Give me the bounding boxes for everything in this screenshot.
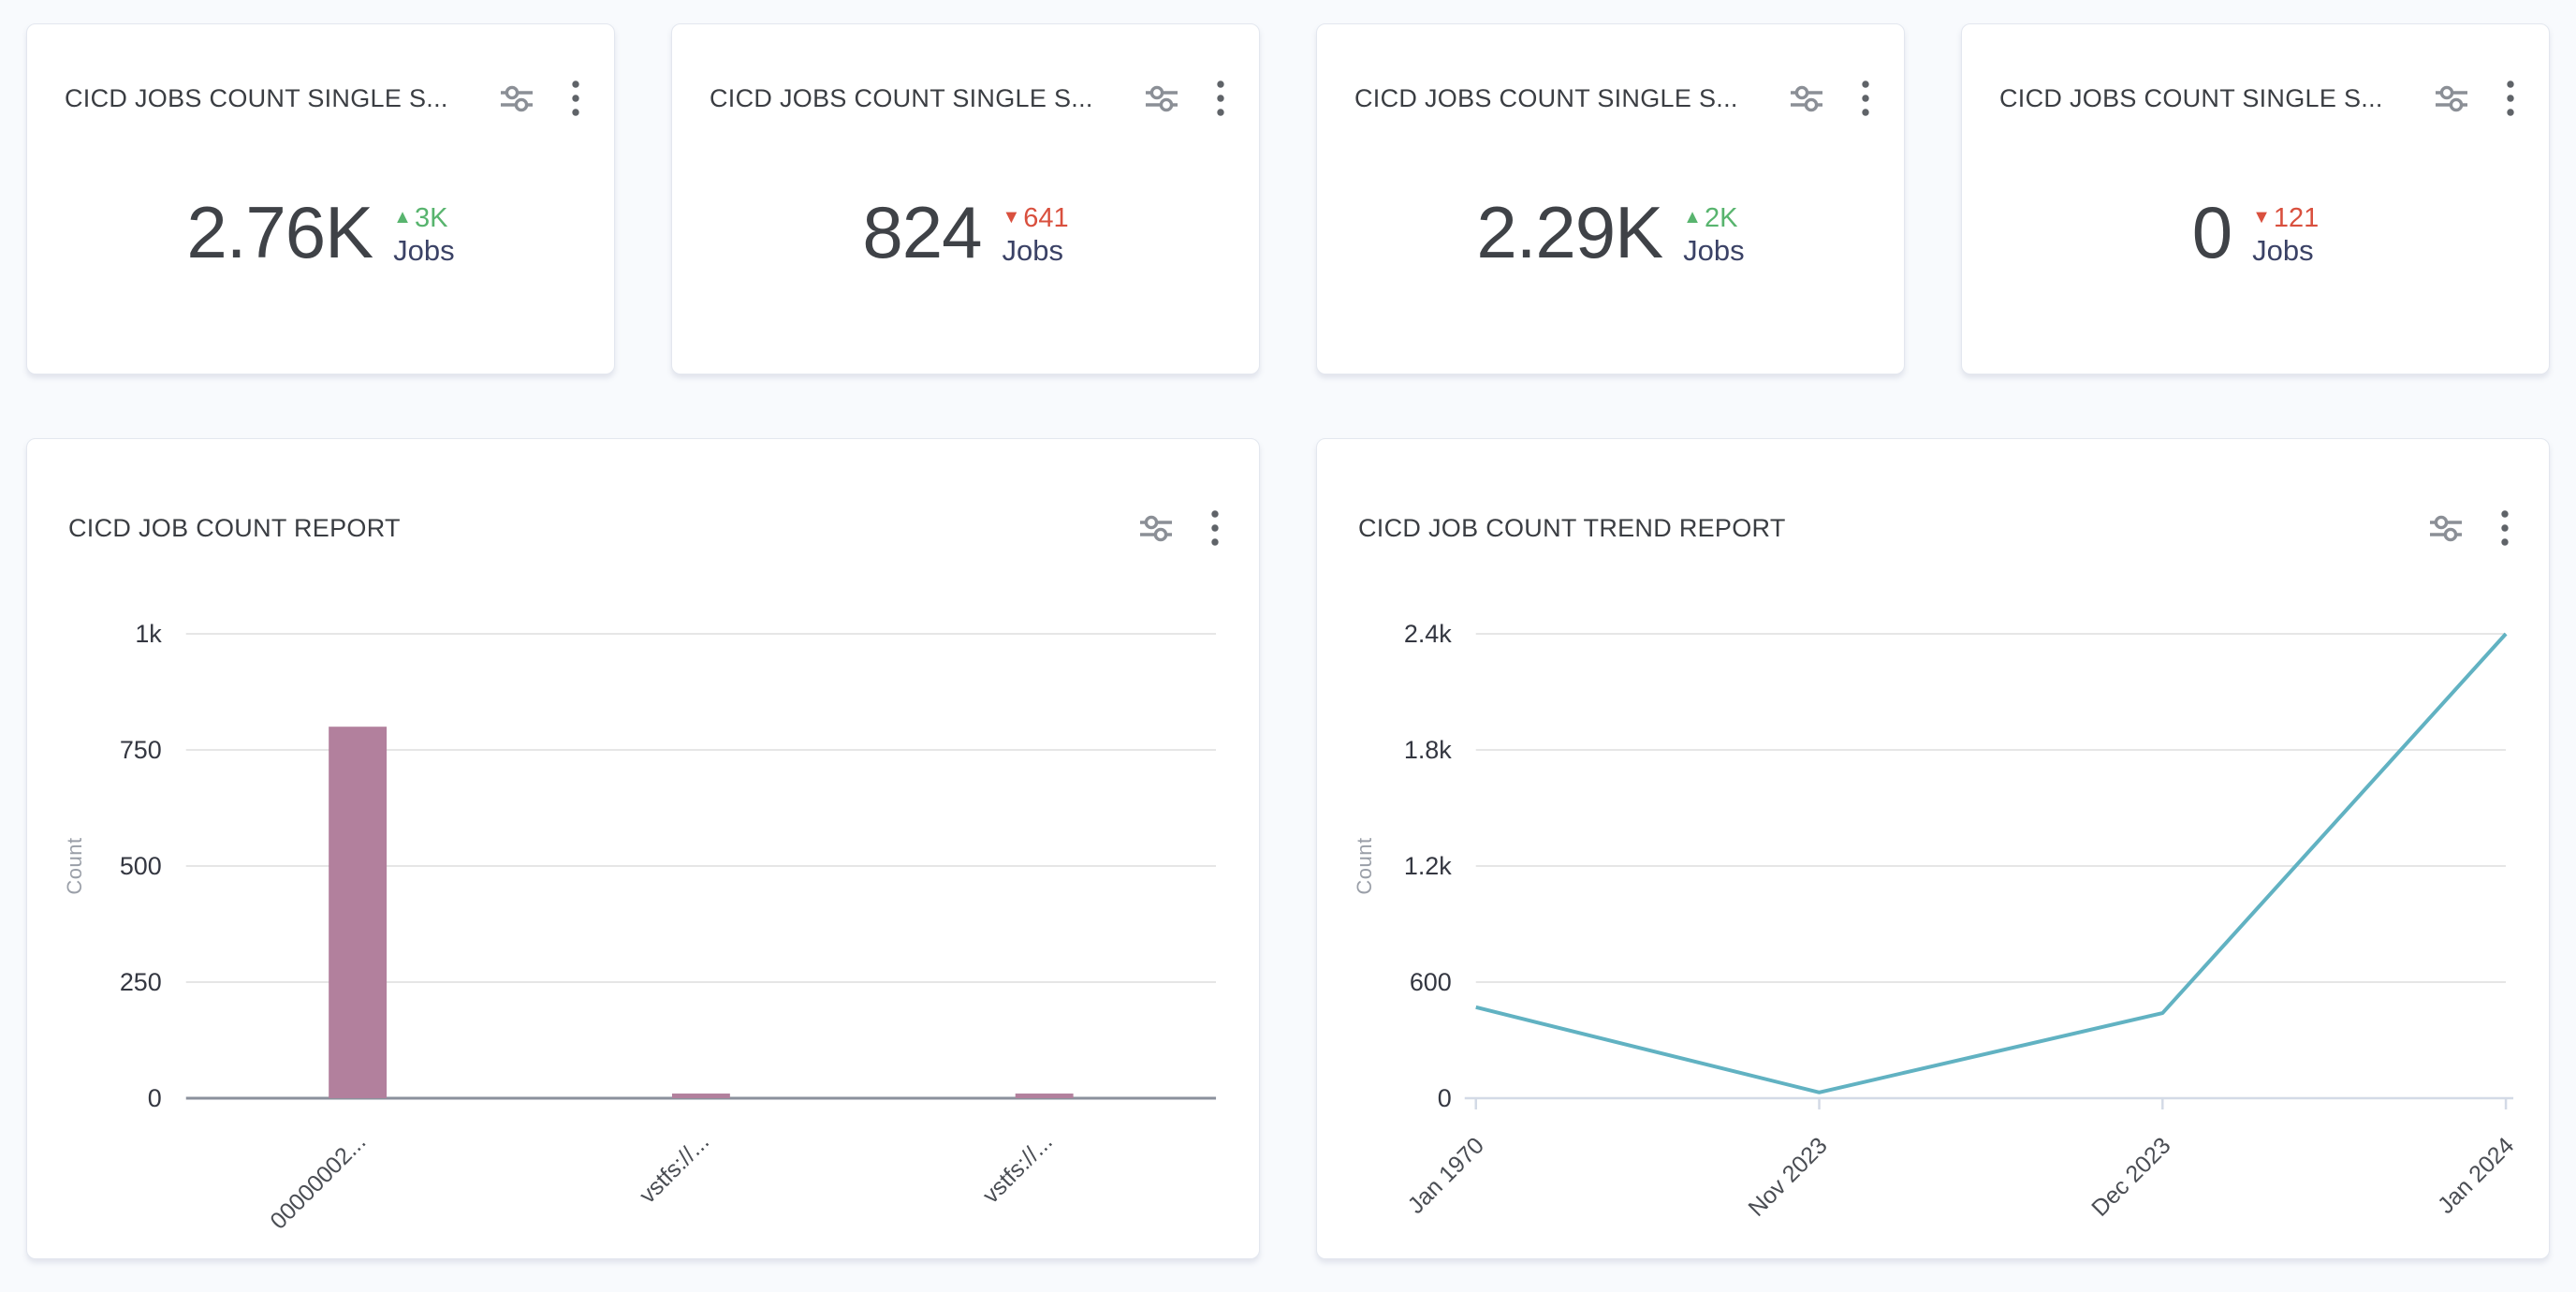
panel-header: CICD JOB COUNT TREND REPORT	[1317, 439, 2549, 550]
metric: 824 ▼ 641 Jobs	[672, 120, 1259, 374]
x-axis-tick-label: vstfs://...	[977, 1128, 1057, 1209]
panel-header: CICD JOBS COUNT SINGLE S...	[27, 24, 614, 120]
metric-delta-value: 3K	[414, 203, 448, 233]
metric-delta: ▲ 3K	[393, 203, 447, 234]
y-axis-tick-label: 1.8k	[1404, 736, 1452, 764]
metric-value: 0	[2191, 191, 2232, 273]
metric-delta: ▲ 2K	[1683, 203, 1737, 234]
metric: 2.76K ▲ 3K Jobs	[27, 120, 614, 374]
panel-options-kebab-icon[interactable]	[1208, 507, 1222, 550]
trend-arrow-icon: ▲	[1683, 207, 1702, 228]
metric-side: ▼ 121 Jobs	[2252, 203, 2319, 268]
panel-header: CICD JOBS COUNT SINGLE S...	[1317, 24, 1904, 120]
y-axis-tick-label: 1k	[135, 620, 162, 648]
kpi-row: CICD JOBS COUNT SINGLE S... 2.76K ▲ 3K Jo…	[26, 23, 2550, 374]
panel-title: CICD JOBS COUNT SINGLE S...	[65, 83, 448, 112]
trend-line[interactable]	[1475, 632, 2508, 1094]
bar-chart-canvas[interactable]: 0 250 500 750 1k Count 00000002... vstfs://... v…	[27, 550, 1259, 1259]
kpi-card-2: CICD JOBS COUNT SINGLE S... 824 ▼ 641 Job…	[671, 23, 1260, 374]
line-chart-panel: CICD JOB COUNT TREND REPORT 0 600 1.2k 1.8k…	[1316, 438, 2550, 1259]
metric-unit-label: Jobs	[1683, 234, 1745, 268]
metric-unit-label: Jobs	[2252, 234, 2314, 268]
panel-header: CICD JOBS COUNT SINGLE S...	[1962, 24, 2549, 120]
bar[interactable]	[329, 727, 388, 1098]
panel-filters-icon[interactable]	[2433, 81, 2470, 116]
metric-delta: ▼ 641	[1002, 203, 1068, 234]
bar-chart-panel: CICD JOB COUNT REPORT 0 250 500 750 1k Count 0…	[26, 438, 1260, 1259]
bar[interactable]	[671, 1094, 730, 1098]
metric-delta-value: 121	[2273, 203, 2320, 233]
metric-delta-value: 641	[1023, 203, 1069, 233]
y-axis-tick-label: 750	[120, 736, 162, 764]
panel-actions	[1143, 77, 1227, 120]
x-axis-tick-label: Jan 2024	[2433, 1132, 2519, 1219]
panel-filters-icon[interactable]	[2427, 510, 2465, 546]
trend-arrow-icon: ▼	[2252, 207, 2271, 228]
panel-actions	[1788, 77, 1872, 120]
y-axis-tick-label: 500	[120, 852, 162, 880]
kpi-card-4: CICD JOBS COUNT SINGLE S... 0 ▼ 121 Jobs	[1961, 23, 2550, 374]
panel-title: CICD JOBS COUNT SINGLE S...	[710, 83, 1093, 112]
x-axis-tick-label: 00000002...	[265, 1128, 371, 1234]
kpi-card-3: CICD JOBS COUNT SINGLE S... 2.29K ▲ 2K Jo…	[1316, 23, 1905, 374]
panel-options-kebab-icon[interactable]	[2504, 77, 2517, 120]
metric-value: 2.76K	[186, 191, 373, 273]
x-axis-tick-label: Jan 1970	[1403, 1132, 1489, 1219]
y-axis-tick-label: 1.2k	[1404, 852, 1452, 880]
panel-actions	[498, 77, 582, 120]
y-axis-tick-label: 0	[148, 1084, 162, 1112]
y-axis-tick-label: 600	[1410, 968, 1452, 996]
metric-delta-value: 2K	[1704, 203, 1738, 233]
panel-filters-icon[interactable]	[498, 81, 535, 116]
panel-header: CICD JOB COUNT REPORT	[27, 439, 1259, 550]
metric-side: ▼ 641 Jobs	[1002, 203, 1068, 268]
x-axis-tick-label: vstfs://...	[635, 1128, 714, 1209]
trend-arrow-icon: ▼	[1002, 207, 1021, 228]
panel-filters-icon[interactable]	[1788, 81, 1825, 116]
bar[interactable]	[1015, 1094, 1074, 1098]
metric-unit-label: Jobs	[393, 234, 455, 268]
metric-unit-label: Jobs	[1002, 234, 1063, 268]
y-axis-tick-label: 2.4k	[1404, 620, 1452, 648]
panel-options-kebab-icon[interactable]	[1859, 77, 1872, 120]
y-axis-tick-label: 250	[120, 968, 162, 996]
panel-filters-icon[interactable]	[1137, 510, 1175, 546]
x-axis-tick-label: Nov 2023	[1743, 1132, 1832, 1221]
x-axis-tick-label: Dec 2023	[2086, 1132, 2175, 1221]
y-axis-title: Count	[63, 837, 86, 894]
charts-row: CICD JOB COUNT REPORT 0 250 500 750 1k Count 0…	[26, 438, 2550, 1259]
panel-options-kebab-icon[interactable]	[569, 77, 582, 120]
panel-header: CICD JOBS COUNT SINGLE S...	[672, 24, 1259, 120]
metric-delta: ▼ 121	[2252, 203, 2319, 234]
metric-side: ▲ 2K Jobs	[1683, 203, 1744, 268]
metric-value: 2.29K	[1476, 191, 1663, 273]
metric: 2.29K ▲ 2K Jobs	[1317, 120, 1904, 374]
panel-title: CICD JOB COUNT TREND REPORT	[1358, 513, 1786, 542]
kpi-card-1: CICD JOBS COUNT SINGLE S... 2.76K ▲ 3K Jo…	[26, 23, 615, 374]
line-chart-canvas[interactable]: 0 600 1.2k 1.8k 2.4k Count Jan 1970 Nov 2023 Dec…	[1317, 550, 2549, 1259]
metric: 0 ▼ 121 Jobs	[1962, 120, 2549, 374]
metric-side: ▲ 3K Jobs	[393, 203, 454, 268]
panel-actions	[1137, 507, 1222, 550]
panel-options-kebab-icon[interactable]	[2498, 507, 2511, 550]
y-axis-tick-label: 0	[1438, 1084, 1452, 1112]
trend-arrow-icon: ▲	[393, 207, 412, 228]
panel-actions	[2433, 77, 2517, 120]
panel-title: CICD JOB COUNT REPORT	[68, 513, 401, 542]
panel-filters-icon[interactable]	[1143, 81, 1180, 116]
dashboard: CICD JOBS COUNT SINGLE S... 2.76K ▲ 3K Jo…	[26, 23, 2550, 1259]
panel-title: CICD JOBS COUNT SINGLE S...	[1354, 83, 1738, 112]
panel-title: CICD JOBS COUNT SINGLE S...	[1999, 83, 2383, 112]
panel-actions	[2427, 507, 2511, 550]
panel-options-kebab-icon[interactable]	[1214, 77, 1227, 120]
metric-value: 824	[862, 191, 982, 273]
y-axis-title: Count	[1353, 837, 1376, 894]
